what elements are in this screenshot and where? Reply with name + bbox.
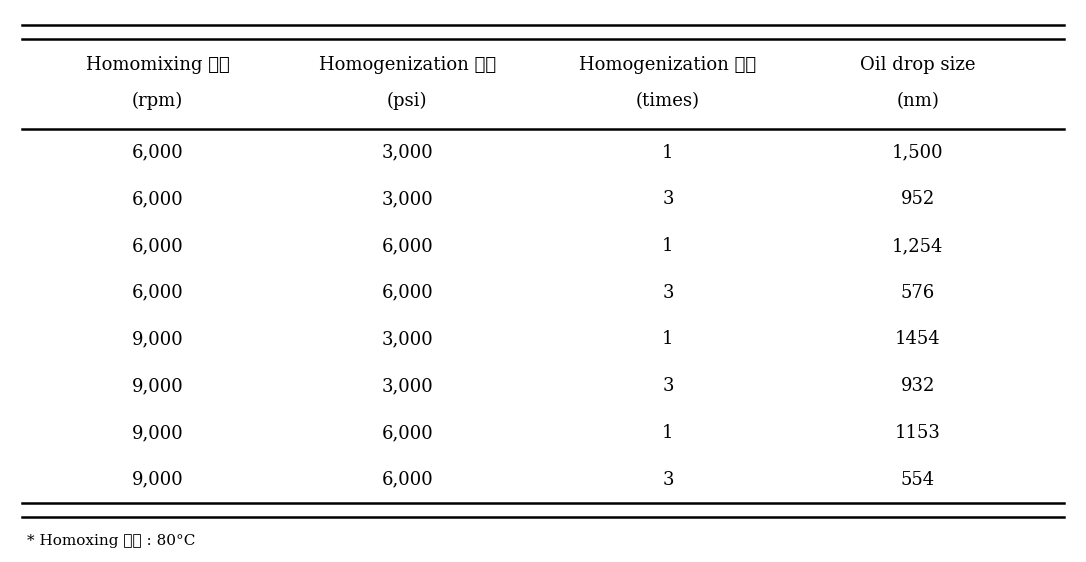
Text: 3,000: 3,000 bbox=[381, 330, 433, 348]
Text: 554: 554 bbox=[900, 470, 935, 488]
Text: (psi): (psi) bbox=[387, 92, 428, 110]
Text: 576: 576 bbox=[900, 284, 935, 302]
Text: 932: 932 bbox=[900, 377, 935, 395]
Text: Homogenization 시간: Homogenization 시간 bbox=[579, 56, 757, 74]
Text: 3,000: 3,000 bbox=[381, 377, 433, 395]
Text: 1153: 1153 bbox=[895, 424, 940, 442]
Text: 952: 952 bbox=[900, 191, 935, 209]
Text: 1454: 1454 bbox=[895, 330, 940, 348]
Text: Homogenization 압력: Homogenization 압력 bbox=[318, 56, 496, 74]
Text: 6,000: 6,000 bbox=[131, 284, 184, 302]
Text: 1,254: 1,254 bbox=[892, 237, 944, 255]
Text: 1: 1 bbox=[662, 144, 673, 162]
Text: 9,000: 9,000 bbox=[131, 470, 184, 488]
Text: 6,000: 6,000 bbox=[131, 237, 184, 255]
Text: (rpm): (rpm) bbox=[131, 92, 184, 110]
Text: 6,000: 6,000 bbox=[381, 470, 433, 488]
Text: 6,000: 6,000 bbox=[381, 284, 433, 302]
Text: 6,000: 6,000 bbox=[381, 237, 433, 255]
Text: 6,000: 6,000 bbox=[381, 424, 433, 442]
Text: 3,000: 3,000 bbox=[381, 144, 433, 162]
Text: 3,000: 3,000 bbox=[381, 191, 433, 209]
Text: Homomixing 속도: Homomixing 속도 bbox=[86, 56, 229, 74]
Text: Oil drop size: Oil drop size bbox=[860, 56, 975, 74]
Text: (nm): (nm) bbox=[896, 92, 939, 110]
Text: 9,000: 9,000 bbox=[131, 424, 184, 442]
Text: (times): (times) bbox=[636, 92, 699, 110]
Text: 9,000: 9,000 bbox=[131, 377, 184, 395]
Text: 1: 1 bbox=[662, 237, 673, 255]
Text: 9,000: 9,000 bbox=[131, 330, 184, 348]
Text: 6,000: 6,000 bbox=[131, 144, 184, 162]
Text: 6,000: 6,000 bbox=[131, 191, 184, 209]
Text: 1,500: 1,500 bbox=[892, 144, 944, 162]
Text: 3: 3 bbox=[662, 191, 673, 209]
Text: 3: 3 bbox=[662, 284, 673, 302]
Text: 3: 3 bbox=[662, 377, 673, 395]
Text: 1: 1 bbox=[662, 424, 673, 442]
Text: 1: 1 bbox=[662, 330, 673, 348]
Text: * Homoxing 온도 : 80°C: * Homoxing 온도 : 80°C bbox=[27, 534, 195, 547]
Text: 3: 3 bbox=[662, 470, 673, 488]
